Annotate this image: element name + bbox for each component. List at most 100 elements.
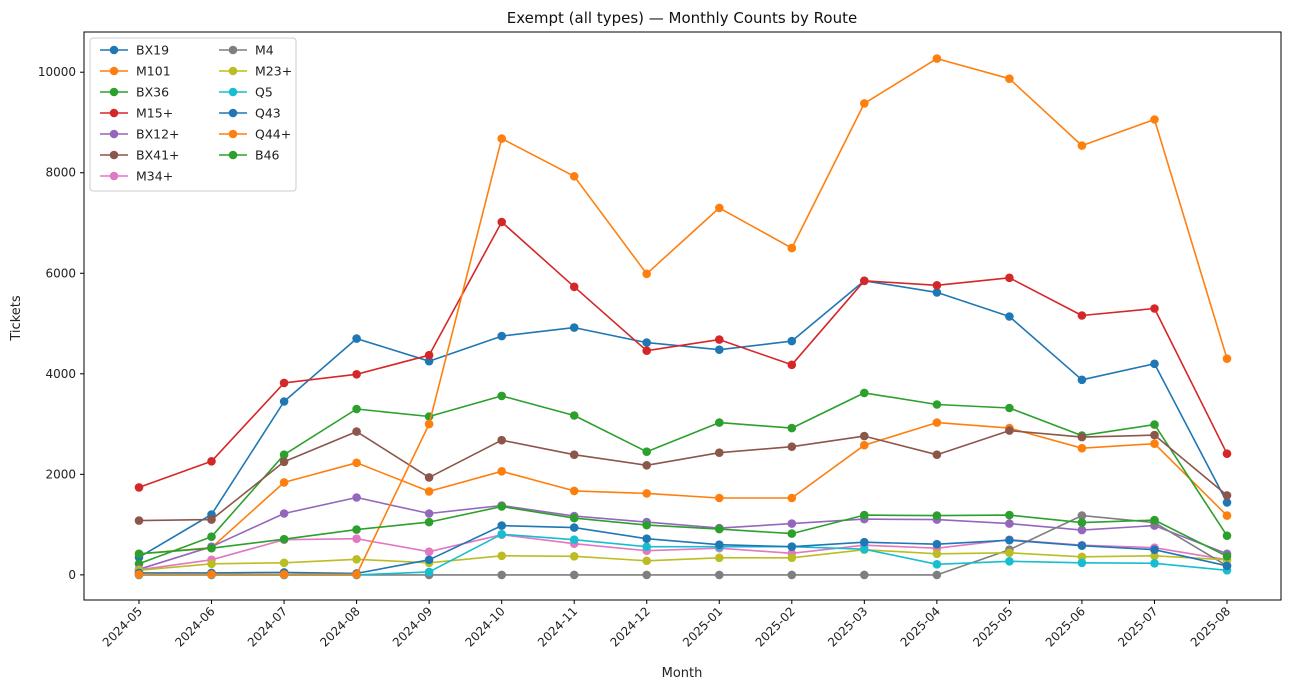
- legend-label: M15+: [136, 106, 173, 121]
- data-point: [1077, 432, 1087, 442]
- data-point: [1005, 557, 1014, 566]
- data-point: [424, 473, 434, 482]
- x-tick-label: 2025-07: [1115, 604, 1160, 649]
- series-line: [138, 533, 1228, 571]
- data-point: [787, 553, 797, 563]
- series-bx19: [134, 276, 1232, 562]
- legend-item: M101: [100, 64, 171, 79]
- data-point: [1005, 510, 1014, 520]
- legend-swatch-marker: [109, 87, 119, 97]
- data-point: [279, 397, 289, 406]
- data-point: [1150, 439, 1159, 449]
- legend-label: Q44+: [255, 127, 291, 142]
- y-tick-label: 8000: [45, 166, 76, 180]
- data-point: [1150, 559, 1159, 568]
- data-point: [932, 511, 942, 520]
- data-point: [569, 535, 579, 544]
- data-point: [932, 560, 942, 569]
- data-point: [1005, 548, 1014, 558]
- x-tick-label: 2025-03: [825, 604, 870, 649]
- data-point: [207, 515, 216, 524]
- data-point: [787, 442, 797, 452]
- legend-label: BX19: [136, 43, 169, 58]
- data-point: [497, 467, 507, 476]
- data-point: [497, 435, 507, 445]
- data-point: [207, 532, 216, 541]
- data-point: [642, 346, 651, 356]
- data-point: [715, 493, 724, 503]
- series-line: [138, 221, 1228, 489]
- data-point: [497, 331, 507, 341]
- data-point: [787, 570, 797, 580]
- data-point: [352, 458, 361, 468]
- data-point: [424, 419, 434, 429]
- data-point: [279, 450, 289, 460]
- data-point: [1077, 511, 1087, 520]
- series-line: [138, 421, 1228, 555]
- data-point: [207, 457, 216, 466]
- legend-swatch-marker: [109, 171, 119, 181]
- data-point: [787, 493, 797, 503]
- data-point: [715, 335, 724, 344]
- legend-swatch-marker: [109, 150, 119, 160]
- data-point: [715, 524, 724, 534]
- legend-swatch-marker: [109, 66, 119, 76]
- data-point: [715, 345, 724, 355]
- plot-area: [83, 31, 1282, 601]
- data-point: [715, 418, 724, 427]
- data-point: [642, 556, 651, 566]
- data-point: [642, 338, 651, 347]
- data-point: [497, 217, 507, 227]
- legend-item: BX36: [100, 85, 169, 100]
- data-point: [207, 559, 216, 569]
- data-point: [787, 360, 797, 370]
- x-tick-label: 2024-05: [100, 604, 145, 649]
- series-line: [138, 392, 1228, 565]
- series-line: [138, 279, 1228, 558]
- data-point: [1222, 354, 1232, 364]
- data-point: [860, 99, 869, 108]
- x-tick-label: 2025-04: [898, 604, 943, 649]
- plot-frame: [83, 31, 1282, 601]
- x-tick-label: 2024-08: [317, 604, 362, 649]
- data-point: [424, 547, 434, 556]
- data-point: [424, 555, 434, 565]
- data-point: [1222, 552, 1232, 561]
- data-point: [932, 450, 942, 460]
- chart-title: Exempt (all types) — Monthly Counts by R…: [507, 9, 857, 27]
- data-point: [134, 570, 144, 579]
- data-point: [860, 544, 869, 554]
- data-point: [787, 542, 797, 551]
- legend-label: M101: [136, 64, 171, 79]
- data-point: [642, 520, 651, 530]
- data-point: [932, 570, 942, 580]
- legend-item: B46: [219, 148, 280, 163]
- data-point: [860, 276, 869, 286]
- data-point: [569, 172, 579, 181]
- legend-label: BX12+: [136, 127, 180, 142]
- data-point: [497, 521, 507, 530]
- data-point: [279, 558, 289, 568]
- x-axis: 2024-05 2024-06 2024-07 2024-08 2024-09 2024-…: [100, 600, 1233, 650]
- series-bx41-: [134, 426, 1232, 525]
- series-b46: [134, 502, 1232, 561]
- data-point: [1077, 558, 1087, 568]
- legend-swatch-marker: [228, 108, 238, 118]
- data-point: [932, 281, 942, 290]
- data-point: [569, 282, 579, 292]
- data-point: [932, 400, 942, 409]
- data-point: [424, 517, 434, 527]
- data-point: [569, 552, 579, 561]
- data-point: [1150, 115, 1159, 124]
- data-point: [569, 323, 579, 332]
- data-point: [352, 404, 361, 414]
- data-point: [497, 502, 507, 511]
- legend-label: Q43: [255, 106, 281, 121]
- y-tick-label: 6000: [45, 266, 76, 280]
- data-point: [1077, 541, 1087, 550]
- data-point: [569, 450, 579, 460]
- data-point: [352, 370, 361, 379]
- data-point: [860, 440, 869, 450]
- legend-item: BX41+: [100, 148, 180, 163]
